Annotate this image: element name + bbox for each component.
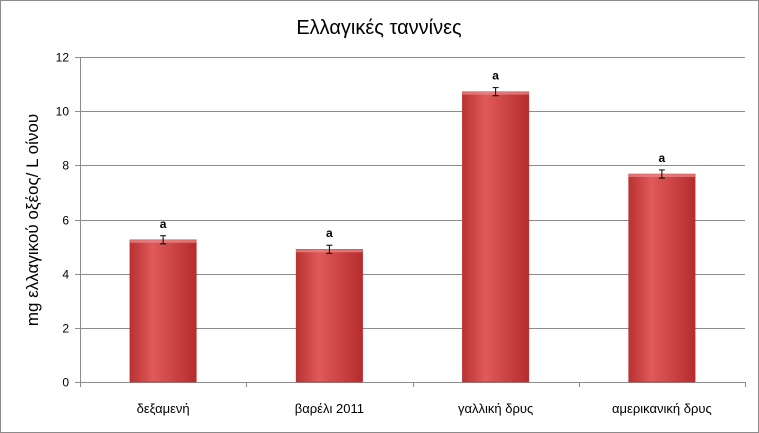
significance-label: a bbox=[659, 151, 666, 165]
bar bbox=[295, 249, 363, 383]
axes bbox=[75, 57, 746, 387]
y-tick-label: 10 bbox=[56, 105, 70, 119]
x-category-label: γαλλική δρυς bbox=[458, 401, 533, 416]
bar bbox=[628, 173, 696, 383]
significance-label: a bbox=[326, 226, 333, 240]
x-category-label: δεξαμενή bbox=[137, 401, 190, 416]
significance-label: a bbox=[492, 69, 499, 83]
y-tick-label: 4 bbox=[62, 268, 69, 282]
y-tick-label: 12 bbox=[56, 51, 70, 65]
x-category-label: βαρέλι 2011 bbox=[295, 401, 364, 416]
y-tick-label: 0 bbox=[62, 376, 69, 390]
bars bbox=[129, 87, 696, 383]
bar bbox=[129, 239, 197, 383]
x-category-label: αμερικανική δρυς bbox=[612, 401, 712, 416]
labels: 0 2 4 6 8 10 12 a δεξαμενή a βαρέλι 2011 a γαλλική δ… bbox=[56, 51, 712, 417]
significance-label: a bbox=[160, 217, 167, 231]
y-tick-label: 2 bbox=[62, 322, 69, 336]
chart-title: Ελλαγικές ταννίνες bbox=[296, 17, 462, 39]
y-axis-label: mg ελλαγικού οξέος/ L οίνου bbox=[23, 114, 42, 326]
y-tick-label: 8 bbox=[62, 159, 69, 173]
bar bbox=[462, 91, 530, 383]
y-tick-label: 6 bbox=[62, 214, 69, 228]
